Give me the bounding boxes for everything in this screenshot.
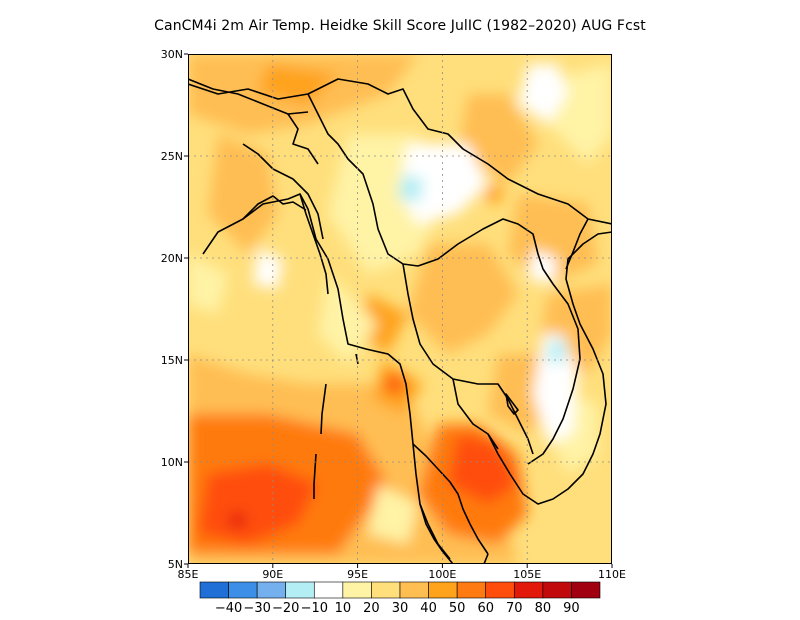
colorbar-swatch xyxy=(256,581,287,599)
colorbar-label: −40 xyxy=(215,601,242,616)
colorbar-labels: −40 −30 −20 −10 10 20 30 40 50 60 70 80 90 xyxy=(215,601,580,616)
colorbar-swatch xyxy=(371,581,401,599)
colorbar-swatch xyxy=(228,581,258,599)
colorbar-label: 90 xyxy=(563,601,580,616)
map-panel xyxy=(188,54,612,564)
colorbar-swatch xyxy=(399,581,429,599)
colorbar: −40 −30 −20 −10 10 20 30 40 50 60 70 80 90 xyxy=(199,581,601,616)
colorbar-label: 70 xyxy=(506,601,523,616)
colorbar-label: −20 xyxy=(272,601,299,616)
map-frame xyxy=(188,54,612,564)
colorbar-swatch xyxy=(571,581,601,599)
y-tick-label: 25N xyxy=(161,150,183,163)
colorbar-swatch xyxy=(542,581,572,599)
colorbar-swatch xyxy=(199,581,229,599)
colorbar-swatch xyxy=(313,581,344,599)
y-tick-label: 30N xyxy=(161,48,183,61)
x-axis-ticks: 85E 90E 95E 100E 105E 110E xyxy=(178,564,626,581)
colorbar-label: 30 xyxy=(392,601,409,616)
colorbar-swatch xyxy=(485,581,515,599)
colorbar-swatch xyxy=(428,581,458,599)
colorbar-swatch xyxy=(513,581,544,599)
y-tick-label: 10N xyxy=(161,456,183,469)
colorbar-label: 60 xyxy=(477,601,494,616)
colorbar-label: −10 xyxy=(301,601,328,616)
skill-score-map xyxy=(188,54,612,564)
coastlines-borders xyxy=(188,78,612,564)
colorbar-label: 50 xyxy=(449,601,466,616)
colorbar-swatch xyxy=(456,581,487,599)
map-title: CanCM4i 2m Air Temp. Heidke Skill Score … xyxy=(154,18,646,34)
colorbar-swatch xyxy=(342,581,372,599)
grid-lines xyxy=(188,54,612,564)
colorbar-label: 40 xyxy=(420,601,437,616)
colorbar-swatches xyxy=(199,581,601,599)
colorbar-label: 80 xyxy=(535,601,552,616)
y-tick-label: 20N xyxy=(161,252,183,265)
skill-field xyxy=(188,54,612,564)
colorbar-label: 20 xyxy=(363,601,380,616)
colorbar-label: 10 xyxy=(335,601,352,616)
y-tick-label: 15N xyxy=(161,354,183,367)
colorbar-swatch xyxy=(285,581,315,599)
colorbar-label: −30 xyxy=(243,601,270,616)
y-tick-label: 5N xyxy=(168,558,183,571)
y-axis-ticks: 5N 10N 15N 20N 25N 30N xyxy=(161,48,188,571)
